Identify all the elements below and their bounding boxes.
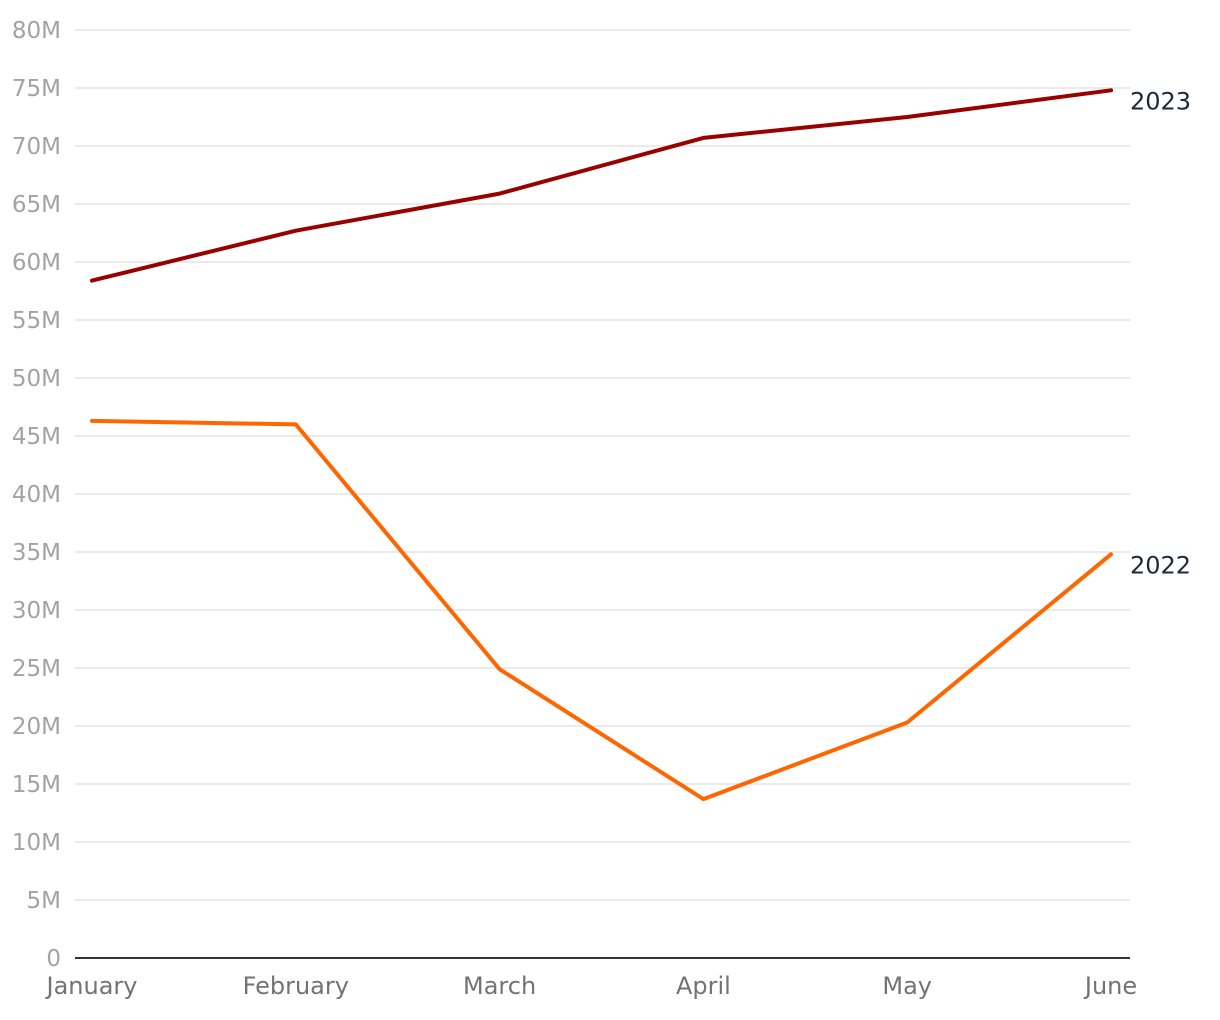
- x-tick-label: January: [45, 972, 138, 1000]
- y-tick-label: 55M: [12, 308, 61, 334]
- y-tick-label: 50M: [12, 366, 61, 392]
- series-lines: [90, 88, 1113, 802]
- x-tick-label: April: [676, 972, 731, 1000]
- series-label-2023: 2023: [1130, 87, 1191, 115]
- series-label-2022: 2022: [1130, 551, 1191, 579]
- x-tick-label: March: [463, 972, 536, 1000]
- y-tick-label: 10M: [12, 830, 61, 856]
- y-tick-label: 40M: [12, 482, 61, 508]
- x-axis-tick-labels: January February March April May June: [45, 972, 1138, 1000]
- series-line-2022: [90, 418, 1113, 802]
- y-tick-label: 60M: [12, 250, 61, 276]
- x-tick-label: February: [243, 972, 349, 1000]
- y-tick-label: 35M: [12, 540, 61, 566]
- y-tick-label: 45M: [12, 424, 61, 450]
- y-tick-label: 20M: [12, 714, 61, 740]
- y-tick-label: 75M: [12, 76, 61, 102]
- x-tick-label: May: [882, 972, 932, 1000]
- y-tick-label: 70M: [12, 134, 61, 160]
- y-tick-label: 25M: [12, 656, 61, 682]
- y-tick-label: 80M: [12, 18, 61, 44]
- y-tick-label: 5M: [27, 888, 61, 914]
- x-tick-label: June: [1083, 972, 1137, 1000]
- series-line-2023: [90, 88, 1113, 283]
- y-tick-label: 0: [46, 946, 61, 972]
- series-labels: 2023 2022: [1130, 87, 1191, 579]
- y-axis-tick-labels: 0 5M 10M 15M 20M 25M 30M 35M 40M 45M 50M 55M 60M 65M 7…: [12, 18, 61, 972]
- gridlines: [75, 29, 1130, 901]
- y-tick-label: 15M: [12, 772, 61, 798]
- y-tick-label: 30M: [12, 598, 61, 624]
- y-tick-label: 65M: [12, 192, 61, 218]
